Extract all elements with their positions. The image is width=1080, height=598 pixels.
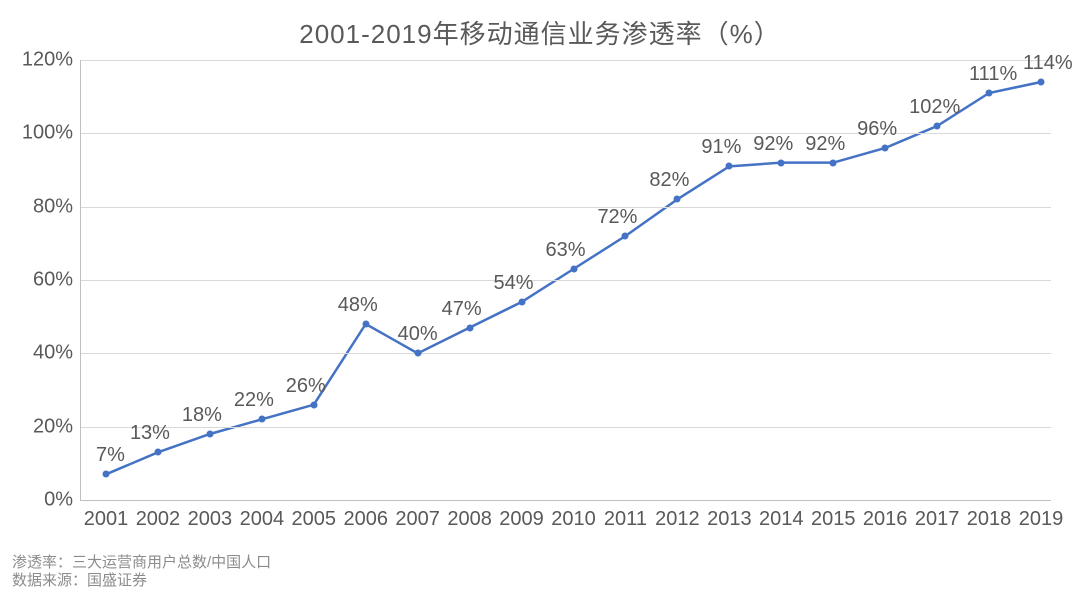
data-marker — [154, 449, 161, 456]
data-label: 22% — [234, 389, 274, 412]
x-tick-label: 2013 — [707, 508, 752, 531]
chart-container: 2001-2019年移动通信业务渗透率（%） 0%20%40%60%80%100… — [0, 0, 1080, 598]
data-marker — [103, 471, 110, 478]
data-label: 63% — [546, 239, 586, 262]
data-label: 47% — [442, 298, 482, 321]
x-tick-label: 2015 — [811, 508, 856, 531]
data-label: 54% — [494, 272, 534, 295]
y-tick-label: 120% — [22, 49, 73, 72]
x-tick-label: 2008 — [447, 508, 492, 531]
gridline — [81, 427, 1051, 428]
x-tick-label: 2003 — [188, 508, 233, 531]
data-marker — [882, 145, 889, 152]
data-marker — [310, 401, 317, 408]
gridline — [81, 133, 1051, 134]
x-tick-label: 2011 — [604, 508, 647, 531]
x-tick-label: 2005 — [292, 508, 337, 531]
data-marker — [258, 416, 265, 423]
y-tick-label: 60% — [33, 269, 73, 292]
data-label: 26% — [286, 375, 326, 398]
x-tick-label: 2002 — [136, 508, 181, 531]
y-tick-label: 0% — [44, 489, 73, 512]
data-label: 92% — [753, 133, 793, 156]
data-label: 40% — [398, 323, 438, 346]
data-label: 7% — [96, 444, 125, 467]
x-tick-label: 2016 — [863, 508, 908, 531]
x-tick-label: 2007 — [395, 508, 440, 531]
x-tick-label: 2006 — [343, 508, 388, 531]
data-label: 18% — [182, 404, 222, 427]
data-marker — [726, 163, 733, 170]
plot-area: 0%20%40%60%80%100%120%200120022003200420… — [80, 60, 1051, 501]
x-tick-label: 2001 — [84, 508, 129, 531]
x-tick-label: 2010 — [551, 508, 596, 531]
data-label: 72% — [597, 206, 637, 229]
data-label: 91% — [701, 136, 741, 159]
data-label: 92% — [805, 133, 845, 156]
data-marker — [934, 123, 941, 130]
data-marker — [466, 324, 473, 331]
data-marker — [830, 159, 837, 166]
data-marker — [1038, 79, 1045, 86]
y-tick-label: 80% — [33, 195, 73, 218]
chart-title: 2001-2019年移动通信业务渗透率（%） — [0, 14, 1080, 51]
data-label: 111% — [969, 63, 1017, 86]
data-marker — [986, 90, 993, 97]
gridline — [81, 207, 1051, 208]
data-marker — [362, 321, 369, 328]
gridline — [81, 353, 1051, 354]
data-marker — [622, 233, 629, 240]
data-label: 48% — [338, 294, 378, 317]
gridline — [81, 60, 1051, 61]
y-tick-label: 40% — [33, 342, 73, 365]
x-tick-label: 2019 — [1019, 508, 1064, 531]
data-label: 13% — [130, 422, 170, 445]
data-label: 102% — [909, 96, 960, 119]
data-label: 114% — [1023, 52, 1073, 75]
data-marker — [414, 350, 421, 357]
y-tick-label: 100% — [22, 122, 73, 145]
data-marker — [206, 431, 213, 438]
data-label: 82% — [649, 169, 689, 192]
data-marker — [674, 196, 681, 203]
data-label: 96% — [857, 118, 897, 141]
data-marker — [518, 299, 525, 306]
data-marker — [778, 159, 785, 166]
gridline — [81, 280, 1051, 281]
x-tick-label: 2004 — [240, 508, 285, 531]
x-tick-label: 2017 — [915, 508, 960, 531]
series-line — [106, 82, 1041, 474]
y-tick-label: 20% — [33, 415, 73, 438]
footer-source: 数据来源：国盛证券 — [12, 569, 147, 590]
data-marker — [570, 266, 577, 273]
x-tick-label: 2014 — [759, 508, 804, 531]
x-tick-label: 2009 — [499, 508, 544, 531]
x-tick-label: 2018 — [967, 508, 1012, 531]
x-tick-label: 2012 — [655, 508, 700, 531]
